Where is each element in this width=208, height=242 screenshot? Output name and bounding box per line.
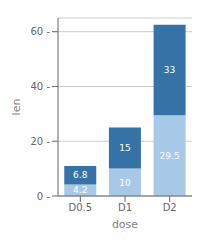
svg-text:60 -: 60 -: [30, 26, 50, 37]
svg-text:4.2: 4.2: [73, 185, 87, 195]
svg-text:29.5: 29.5: [160, 151, 180, 161]
svg-text:0 -: 0 -: [37, 191, 51, 202]
svg-text:dose: dose: [112, 218, 138, 231]
svg-text:20 -: 20 -: [30, 136, 50, 147]
svg-text:len: len: [10, 99, 23, 116]
svg-text:D2: D2: [163, 202, 177, 213]
svg-text:10: 10: [119, 178, 131, 188]
svg-text:33: 33: [164, 65, 175, 75]
svg-text:D0.5: D0.5: [69, 202, 93, 213]
svg-text:40 -: 40 -: [30, 81, 50, 92]
svg-text:D1: D1: [118, 202, 132, 213]
svg-text:6.8: 6.8: [73, 170, 88, 180]
svg-text:15: 15: [119, 143, 130, 153]
